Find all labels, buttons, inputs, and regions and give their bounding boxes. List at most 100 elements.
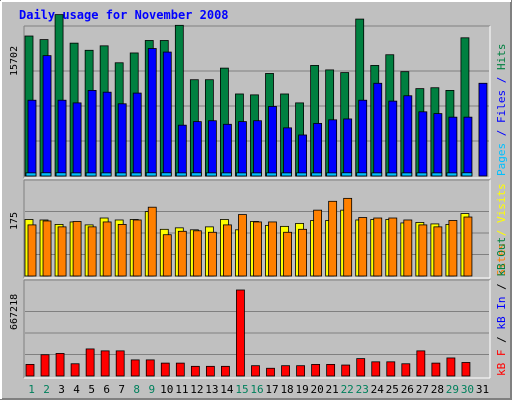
bar-pages [446,172,458,177]
bar-files [192,121,202,177]
bar-pages [55,172,67,177]
bar-pages [251,172,262,177]
series-legend-label: kB F / kB In / kB Out [495,237,508,376]
bar-pages [461,172,473,177]
bar-sites [57,226,67,277]
bar-files [57,99,67,177]
bar-files [343,118,353,177]
bar-sites [313,209,323,277]
chart-title: Daily usage for November 2008 [19,8,229,22]
legend-part: / [495,277,508,297]
bar-sites [433,226,443,277]
x-tick-label: 10 [160,383,173,396]
bar-sites [102,221,112,277]
bar-files [463,116,473,177]
bar-pages [70,172,82,177]
bar-files [388,100,398,177]
x-tick-label: 28 [431,383,444,396]
bar-kb-f [311,363,321,377]
bar-kb-f [40,354,50,377]
bar-kb-f [341,364,351,377]
legend-part: Visits [495,183,508,223]
x-tick-label: 11 [175,383,188,396]
bar-sites [207,231,217,277]
x-tick-label: 14 [220,383,234,396]
bar-files [42,55,52,177]
x-tick-label: 16 [250,383,263,396]
bar-pages [311,172,323,177]
x-tick-label: 21 [326,383,339,396]
bar-pages [160,172,172,177]
bar-pages [416,172,428,177]
bar-kb-f [221,365,230,377]
x-tick-label: 23 [356,383,369,396]
bar-pages [371,172,383,177]
bar-kb-f [266,367,275,377]
bar-files [147,48,157,177]
series-sites [27,197,473,277]
bar-pages [281,172,292,177]
x-tick-label: 3 [58,383,65,396]
bar-files [358,99,368,177]
legend-part: / [495,330,508,350]
x-tick-label: 31 [476,383,489,396]
bar-kb-f [205,365,215,377]
bar-kb-f [296,365,305,377]
bar-kb-f [431,362,441,377]
series-pages [25,172,473,177]
bar-sites [162,234,172,277]
bar-pages [100,172,112,177]
bar-sites [418,224,428,277]
legend-part: / [495,223,508,243]
bar-pages [85,172,97,177]
bar-files [223,123,232,177]
series-legend-label: Pages / Files / Hits [495,44,508,177]
bar-files [418,111,428,177]
bar-files [448,116,458,177]
bar-files [162,51,172,177]
bar-sites [177,230,187,277]
bar-sites [268,221,277,277]
bar-kb-f [100,350,110,377]
bar-pages [221,172,232,177]
bar-sites [463,216,473,277]
bar-kb-f [461,362,471,377]
bar-files [177,124,187,177]
bar-files [373,82,383,177]
x-tick-label: 25 [386,383,399,396]
bar-pages [40,172,52,177]
bar-pages [386,172,398,177]
bar-kb-f [401,363,411,377]
bar-kb-f [145,359,155,377]
bar-files [313,122,323,177]
x-tick-label: 20 [311,383,324,396]
bar-sites [298,228,307,277]
panel-kbytes: 667218 kB F / kB In / kB Out [9,237,508,379]
x-tick-label: 18 [280,383,293,396]
bar-pages [205,172,217,177]
bar-files [87,90,97,177]
bar-kb-f [236,289,245,377]
bar-files [298,134,307,177]
x-tick-label: 9 [148,383,155,396]
bar-pages [431,172,443,177]
bar-kb-f [130,359,140,377]
bar-files [403,95,413,177]
bar-sites [42,220,52,277]
bar-files [102,91,112,177]
bar-sites [72,221,82,277]
legend-part: Pages [495,143,508,176]
bar-pages [130,172,142,177]
bar-sites [147,206,157,277]
bar-pages [145,172,157,177]
x-tick-label: 4 [73,383,80,396]
x-tick-label: 6 [103,383,110,396]
bar-sites [117,223,127,277]
bar-kb-f [115,350,125,377]
x-tick-label: 8 [133,383,140,396]
bar-sites [343,197,353,277]
bar-files [117,103,127,177]
bar-sites [27,224,37,277]
bar-pages [236,172,247,177]
x-tick-label: 13 [205,383,218,396]
